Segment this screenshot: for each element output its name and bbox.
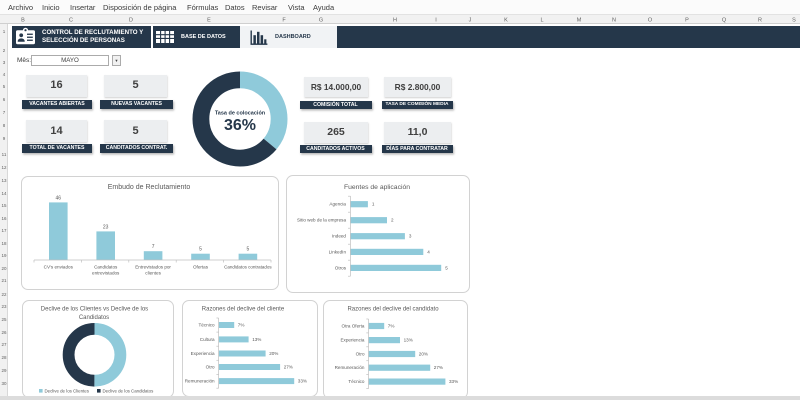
svg-text:14: 14	[1, 191, 7, 196]
svg-text:Agencia: Agencia	[329, 201, 346, 206]
svg-text:20%: 20%	[269, 351, 278, 356]
svg-text:I: I	[435, 18, 437, 24]
svg-text:4: 4	[427, 249, 430, 254]
svg-text:13%: 13%	[404, 338, 413, 343]
svg-text:CV's enviados: CV's enviados	[44, 265, 74, 270]
svg-text:6: 6	[3, 97, 6, 102]
svg-text:clientes: clientes	[145, 271, 161, 276]
svg-text:Sitio web de la empresa: Sitio web de la empresa	[297, 217, 346, 222]
svg-text:13: 13	[1, 178, 7, 183]
svg-text:13%: 13%	[252, 337, 261, 342]
svg-text:20%: 20%	[419, 352, 428, 357]
svg-text:2: 2	[391, 217, 394, 222]
svg-text:Ofertas: Ofertas	[193, 265, 209, 270]
svg-text:27%: 27%	[284, 365, 293, 370]
svg-text:9: 9	[3, 136, 6, 141]
svg-text:D: D	[129, 18, 133, 24]
svg-text:Entrevistados por: Entrevistados por	[135, 265, 171, 270]
svg-text:30: 30	[1, 381, 7, 386]
svg-text:Candidatos: Candidatos	[94, 265, 118, 270]
svg-text:33%: 33%	[449, 379, 458, 384]
svg-text:Fuentes de aplicación: Fuentes de aplicación	[344, 184, 410, 191]
svg-text:Indeed: Indeed	[332, 233, 346, 238]
svg-text:5: 5	[199, 247, 202, 253]
svg-text:N: N	[612, 18, 616, 24]
svg-text:28: 28	[1, 355, 7, 360]
svg-text:Razones del declive del client: Razones del declive del cliente	[202, 307, 285, 313]
svg-text:33%: 33%	[298, 379, 307, 384]
svg-text:Otros: Otros	[335, 265, 347, 270]
svg-text:P: P	[685, 18, 689, 24]
svg-text:H: H	[393, 18, 397, 24]
svg-text:19: 19	[1, 253, 7, 258]
svg-text:E: E	[207, 18, 211, 24]
svg-text:8: 8	[3, 123, 6, 128]
svg-text:7: 7	[152, 244, 155, 250]
svg-text:Tasa de colocación: Tasa de colocación	[215, 111, 266, 117]
svg-text:Otro: Otro	[206, 365, 215, 370]
svg-text:23: 23	[103, 224, 109, 230]
svg-text:7%: 7%	[388, 324, 395, 329]
svg-text:11: 11	[2, 152, 7, 157]
svg-text:K: K	[504, 18, 508, 24]
svg-text:Otro: Otro	[356, 352, 365, 357]
svg-text:Técnico: Técnico	[348, 379, 365, 384]
svg-text:Técnico: Técnico	[199, 323, 216, 328]
svg-text:3: 3	[409, 233, 412, 238]
svg-text:5: 5	[3, 84, 6, 89]
svg-text:17: 17	[1, 228, 7, 233]
svg-text:Otra Oferta: Otra Oferta	[342, 324, 365, 329]
svg-text:4: 4	[3, 72, 6, 77]
svg-text:Candidatos contratados: Candidatos contratados	[224, 265, 272, 270]
svg-text:Experiencia: Experiencia	[191, 351, 215, 356]
svg-text:26: 26	[1, 330, 7, 335]
svg-text:L: L	[540, 18, 543, 24]
svg-text:20: 20	[1, 266, 7, 271]
svg-text:Razones del declive del candid: Razones del declive del candidato	[347, 307, 439, 313]
svg-text:16: 16	[1, 216, 7, 221]
svg-text:1: 1	[372, 201, 375, 206]
svg-text:J: J	[469, 18, 472, 24]
svg-text:Embudo de Reclutamiento: Embudo de Reclutamiento	[108, 184, 191, 191]
svg-text:Remuneración: Remuneración	[335, 365, 365, 370]
svg-text:M: M	[577, 18, 582, 24]
svg-text:B: B	[21, 18, 25, 24]
svg-text:entrevistados: entrevistados	[92, 271, 120, 276]
svg-text:27%: 27%	[434, 365, 443, 370]
svg-text:Experiencia: Experiencia	[340, 338, 364, 343]
svg-text:21: 21	[1, 278, 7, 283]
svg-text:22: 22	[1, 292, 7, 297]
svg-text:12: 12	[1, 165, 7, 170]
svg-text:Declive de los Clientes vs Dec: Declive de los Clientes vs Declive de lo…	[41, 307, 148, 313]
svg-text:2: 2	[3, 48, 6, 53]
svg-text:5: 5	[445, 265, 448, 270]
svg-text:C: C	[69, 18, 73, 24]
svg-text:O: O	[648, 18, 653, 24]
svg-text:1: 1	[3, 29, 6, 34]
svg-text:G: G	[319, 18, 323, 24]
svg-text:29: 29	[1, 368, 7, 373]
svg-text:46: 46	[56, 195, 62, 201]
svg-text:3: 3	[3, 60, 6, 65]
svg-text:S: S	[792, 18, 796, 24]
svg-text:23: 23	[1, 304, 7, 309]
svg-text:15: 15	[1, 203, 7, 208]
svg-text:27: 27	[1, 342, 7, 347]
svg-text:25: 25	[1, 317, 7, 322]
svg-text:Cultura: Cultura	[200, 337, 215, 342]
svg-text:Remuneración: Remuneración	[185, 379, 215, 384]
svg-text:R: R	[758, 18, 762, 24]
svg-text:Q: Q	[722, 18, 727, 24]
svg-text:7%: 7%	[238, 323, 245, 328]
svg-text:Declive de los Candidatos: Declive de los Candidatos	[103, 389, 155, 394]
svg-text:F: F	[282, 18, 286, 24]
svg-text:7: 7	[3, 110, 6, 115]
svg-text:LinkedIn: LinkedIn	[329, 249, 347, 254]
svg-text:Declive de los Clientes: Declive de los Clientes	[45, 389, 90, 394]
svg-text:18: 18	[1, 241, 7, 246]
svg-text:5: 5	[247, 247, 250, 253]
svg-text:36%: 36%	[224, 117, 256, 134]
svg-text:Candidatos: Candidatos	[79, 315, 109, 321]
